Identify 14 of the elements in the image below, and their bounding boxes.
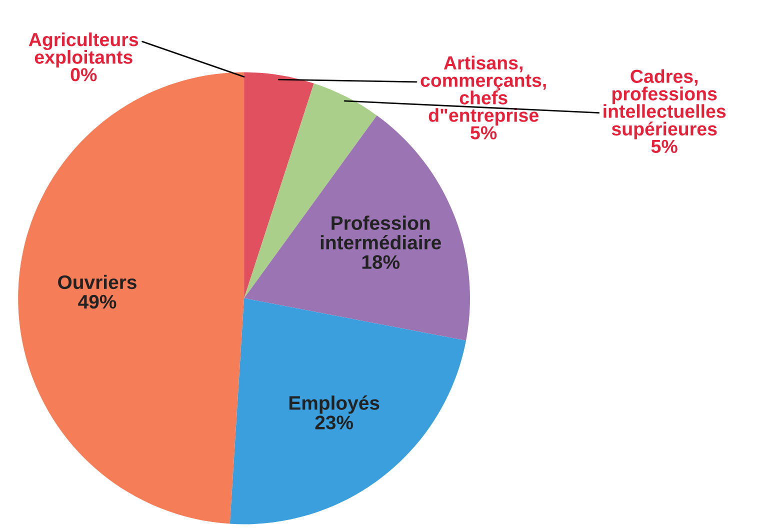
category-label: Agriculteurs exploitants — [28, 32, 138, 68]
slice-label: Profession intermédiaire — [320, 216, 442, 250]
slice-label: Artisans, commerçants, chefs d"entreprise — [420, 56, 546, 126]
slice-label: Employés — [289, 395, 380, 414]
data-label: 5% — [470, 126, 497, 140]
data-label: 5% — [651, 140, 678, 154]
text: 0% — [70, 68, 97, 82]
slice-label: Cadres, professions intellectuelles supérieures — [604, 69, 726, 140]
data-label: 49% — [78, 294, 116, 309]
pie-slice — [244, 72, 314, 298]
slice-label: Ouvriers — [58, 274, 136, 290]
data-label: 18% — [362, 255, 400, 269]
data-label: 23% — [315, 416, 354, 430]
pie-slice — [230, 298, 466, 524]
